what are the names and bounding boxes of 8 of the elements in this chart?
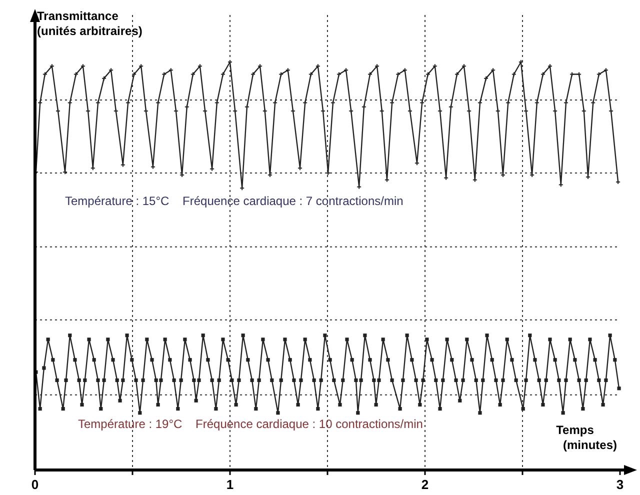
annotation: Température : 15°C Fréquence cardiaque : 7 contractions/min — [65, 194, 404, 208]
y-axis-title: Transmittance (unités arbitraires) — [37, 9, 142, 38]
x-tick-label: 0 — [31, 477, 39, 492]
annotation: Température : 19°C Fréquence cardiaque : 10 contractions/min — [78, 417, 423, 431]
x-axis-title: Temps (minutes) — [556, 423, 618, 452]
x-tick-label: 1 — [226, 477, 234, 492]
x-tick-label: 2 — [421, 477, 429, 492]
x-tick-label: 3 — [616, 477, 624, 492]
